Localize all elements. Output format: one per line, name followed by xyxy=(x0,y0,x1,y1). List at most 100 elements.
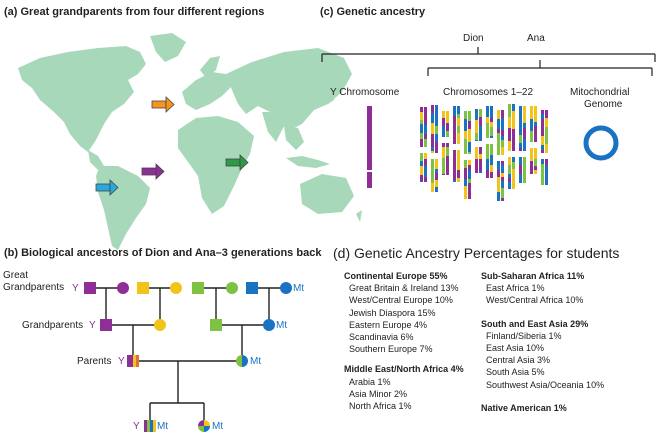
chromosome-segment xyxy=(519,148,522,151)
gg-female-yellow xyxy=(170,282,182,294)
y-chromosome-bar xyxy=(367,106,372,188)
group-south-east-asia: South and East Asia 29% xyxy=(481,318,589,329)
chromosome-segment xyxy=(497,170,500,177)
chromosome-segment xyxy=(420,124,423,133)
chromosome-segment xyxy=(530,131,533,138)
chromosome-segment xyxy=(512,104,515,111)
chromosome-segment xyxy=(479,171,482,173)
chromosome-segment xyxy=(446,143,449,147)
chromosome-segment xyxy=(468,160,471,165)
chromosome-segment xyxy=(479,131,482,137)
chromosome-segment xyxy=(453,173,456,180)
chromosome-segment xyxy=(453,106,456,110)
chromosome-segment xyxy=(479,109,482,117)
chromosome-segment xyxy=(490,118,493,122)
chromosome-segment xyxy=(519,157,522,165)
chromosome-segment xyxy=(435,118,438,126)
gp-female-yellow xyxy=(154,319,166,331)
chromosome-segment xyxy=(508,182,511,187)
chromosome-segment xyxy=(435,134,438,142)
chromosome-segment xyxy=(431,183,434,192)
list-item: Southwest Asia/Oceania 10% xyxy=(486,379,605,390)
chromosome-segment xyxy=(464,179,467,186)
chromosome-segment xyxy=(420,107,423,112)
chromosome-segment xyxy=(512,111,515,124)
chromosome-segment xyxy=(446,147,449,156)
chromosome-segment xyxy=(446,131,449,137)
list-item: West/Central Europe 10% xyxy=(349,295,453,306)
chromosome-segment xyxy=(519,174,522,183)
chromosome-segment xyxy=(431,113,434,123)
chromosome-segment xyxy=(442,111,445,118)
chromosome-segment xyxy=(442,118,445,126)
gg-male-blue xyxy=(246,282,258,294)
chromosome-segment xyxy=(479,154,482,159)
chromosome-segment xyxy=(541,136,544,145)
chromosome-segment xyxy=(501,118,504,130)
y-label-dion: Y xyxy=(133,421,140,432)
chromosome-segment xyxy=(431,123,434,134)
gg-male-yellow xyxy=(137,282,149,294)
chromosome-segment xyxy=(490,106,493,118)
chromosome-segment xyxy=(497,165,500,170)
chromosome-segment xyxy=(468,142,471,152)
mt-label-gg: Mt xyxy=(293,283,305,294)
chromosome-segment xyxy=(435,148,438,153)
chromosome-segment xyxy=(490,122,493,127)
chromosome-segment xyxy=(501,147,504,155)
chromosome-segment xyxy=(501,165,504,173)
chromosome-segment xyxy=(519,165,522,174)
chromosome-segment xyxy=(530,119,533,131)
child-dion xyxy=(144,420,156,432)
chromosome-segment xyxy=(501,110,504,118)
chromosome-segment xyxy=(541,119,544,132)
chromosome-segment xyxy=(431,159,434,170)
chromosome-segment xyxy=(435,159,438,169)
chromosome-segment xyxy=(497,110,500,119)
chromosome-segment xyxy=(420,112,423,120)
chromosome-segment xyxy=(475,109,478,120)
list-item: East Asia 10% xyxy=(486,343,545,354)
chromosome-segment xyxy=(490,144,493,155)
greenland xyxy=(150,33,186,62)
chromosome-segment xyxy=(501,173,504,177)
parent-mother xyxy=(236,355,248,367)
y-label-gp: Y xyxy=(89,320,96,331)
list-item: Arabia 1% xyxy=(349,376,391,387)
chromosome-segment xyxy=(457,114,460,118)
chromosome-segment xyxy=(453,116,456,127)
chromosome-segment xyxy=(486,135,489,138)
mt-label-ana: Mt xyxy=(212,421,224,432)
chromosome-segment xyxy=(541,114,544,119)
chromosome-segment xyxy=(442,168,445,174)
chromosome-segment xyxy=(468,121,471,129)
chromosome-segment xyxy=(442,147,445,158)
list-item: Jewish Diaspora 15% xyxy=(349,307,436,318)
chromosome-segment xyxy=(446,123,449,131)
chromosome-segment xyxy=(523,128,526,139)
chromosome-segment xyxy=(490,165,493,172)
chromosome-segment xyxy=(464,119,467,131)
chromosome-segment xyxy=(468,179,471,183)
chromosome-segment xyxy=(464,111,467,119)
chromosome-segment xyxy=(464,160,467,168)
chromosome-segment xyxy=(442,143,445,147)
chromosome-segment xyxy=(508,104,511,117)
chromosome-segment xyxy=(545,118,548,127)
chromosome-segment xyxy=(530,161,533,167)
chromosome-segment xyxy=(435,187,438,192)
chromosome-segment xyxy=(453,150,456,157)
chromosome-segment xyxy=(490,136,493,138)
chromosome-segment xyxy=(420,153,423,161)
chromosome-segment xyxy=(479,117,482,126)
chromosome-segment xyxy=(431,105,434,113)
chromosome-segment xyxy=(435,126,438,134)
chromosome-segment xyxy=(497,151,500,155)
chromosome-segment xyxy=(486,106,489,117)
chromosome-segment xyxy=(486,144,489,149)
chromosome-segment xyxy=(523,123,526,128)
chromosome-segment xyxy=(501,140,504,147)
chromosome-segment xyxy=(534,115,537,122)
list-item: East Africa 1% xyxy=(486,283,545,294)
